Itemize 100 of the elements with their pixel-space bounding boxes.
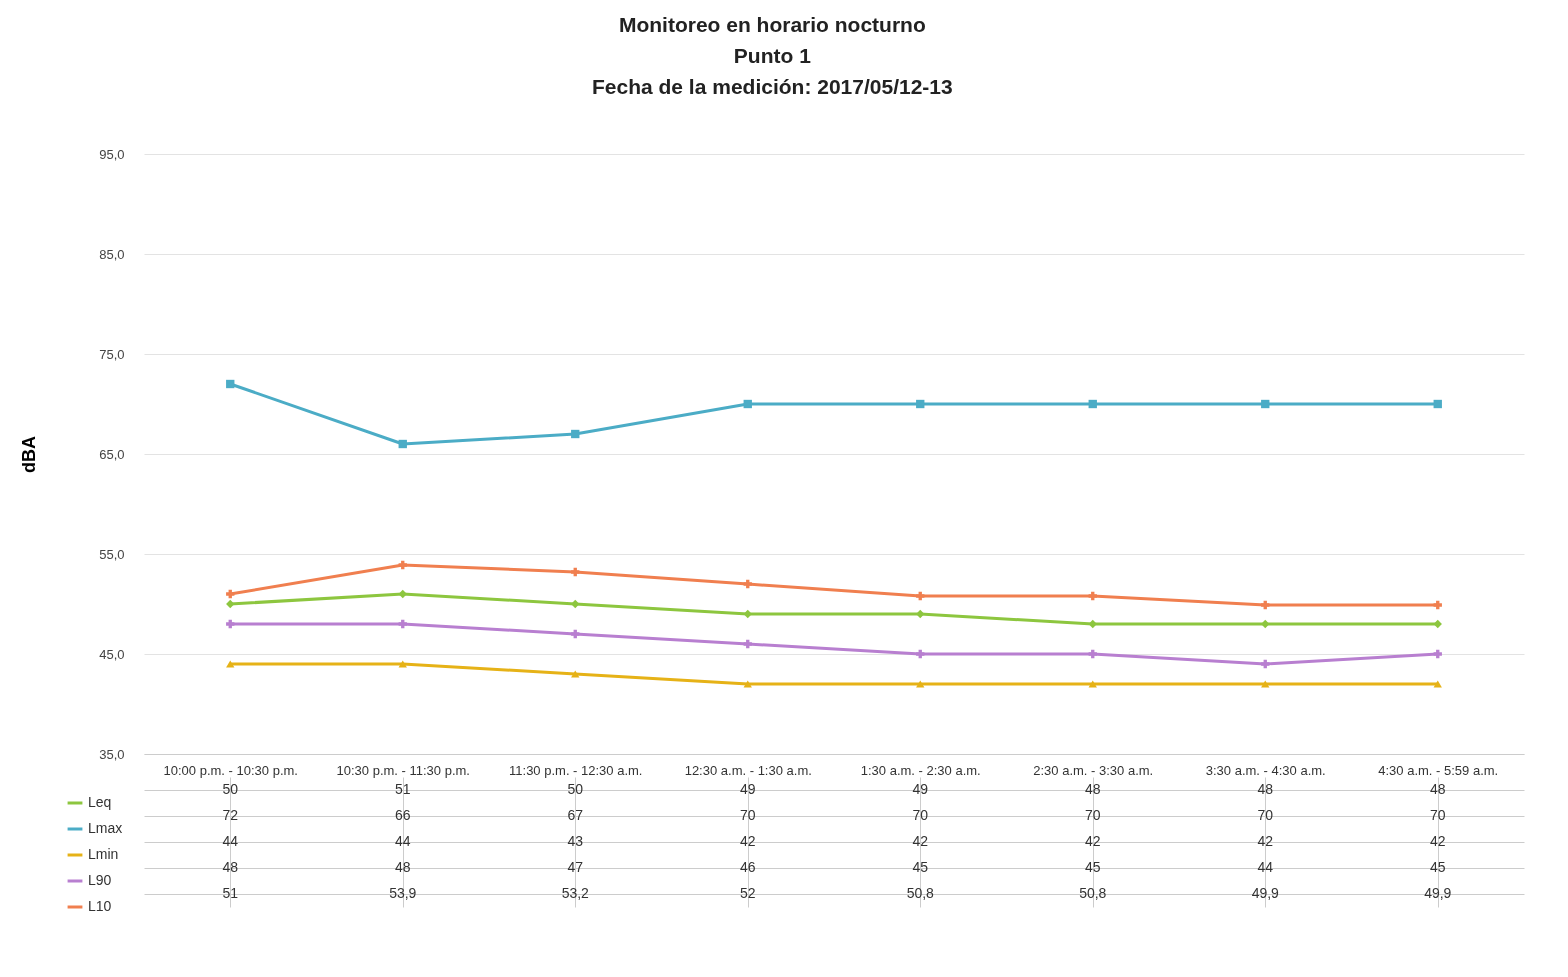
y-axis-title: dBA xyxy=(19,436,40,473)
point xyxy=(1261,619,1270,629)
data-label: 42 xyxy=(1084,833,1101,849)
point xyxy=(743,639,752,649)
point xyxy=(916,609,925,619)
point xyxy=(1261,399,1270,409)
data-label: 53,9 xyxy=(389,885,417,901)
point xyxy=(571,670,580,678)
data-label: 42 xyxy=(1429,833,1446,849)
point xyxy=(743,579,752,589)
data-label: 45 xyxy=(1084,859,1101,875)
point xyxy=(916,649,925,659)
point xyxy=(1088,399,1097,409)
point xyxy=(571,567,580,577)
point xyxy=(398,619,407,629)
legend-label: Lmax xyxy=(88,820,123,836)
y-tick-label: 85,0 xyxy=(99,246,125,262)
point xyxy=(1261,600,1270,610)
data-label: 52 xyxy=(739,885,756,901)
data-label: 48 xyxy=(1084,781,1101,797)
point xyxy=(226,599,235,609)
data-label: 43 xyxy=(567,833,584,849)
point xyxy=(1433,600,1442,610)
point xyxy=(1088,680,1097,688)
point xyxy=(1088,649,1097,659)
data-label: 49 xyxy=(739,781,756,797)
x-tick-label: 12:30 a.m. - 1:30 a.m. xyxy=(684,762,812,778)
point xyxy=(226,619,235,629)
data-label: 70 xyxy=(1257,807,1274,823)
x-tick-label: 11:30 p.m. - 12:30 a.m. xyxy=(509,762,643,778)
data-label: 51 xyxy=(222,885,239,901)
data-label: 72 xyxy=(222,807,239,823)
y-tick-label: 35,0 xyxy=(99,746,125,762)
data-label: 50,8 xyxy=(1079,885,1107,901)
data-label: 42 xyxy=(1257,833,1274,849)
point xyxy=(1433,399,1442,409)
data-label: 48 xyxy=(222,859,239,875)
y-tick-label: 55,0 xyxy=(99,546,125,562)
x-tick-label: 1:30 a.m. - 2:30 a.m. xyxy=(860,762,981,778)
point xyxy=(1433,619,1442,629)
point xyxy=(1261,659,1270,669)
y-tick-label: 65,0 xyxy=(99,446,125,462)
point xyxy=(743,609,752,619)
point xyxy=(1433,649,1442,659)
point xyxy=(916,399,925,409)
data-label: 42 xyxy=(912,833,929,849)
y-tick-label: 75,0 xyxy=(99,346,125,362)
data-label: 49,9 xyxy=(1424,885,1452,901)
point xyxy=(226,660,235,668)
x-tick-label: 10:00 p.m. - 10:30 p.m. xyxy=(163,762,298,778)
point xyxy=(571,629,580,639)
x-tick-label: 3:30 a.m. - 4:30 a.m. xyxy=(1205,762,1326,778)
x-tick-label: 4:30 a.m. - 5:59 a.m. xyxy=(1378,762,1499,778)
data-label: 49 xyxy=(912,781,929,797)
data-label: 66 xyxy=(394,807,411,823)
legend-label: Lmin xyxy=(88,846,119,862)
y-tick-label: 45,0 xyxy=(99,646,125,662)
point xyxy=(1261,680,1270,688)
chart-title: Monitoreo en horario nocturno Punto 1 Fecha de la medición: 2017/05/12-13 xyxy=(592,13,953,98)
data-label: 50 xyxy=(567,781,584,797)
data-label: 44 xyxy=(1257,859,1274,875)
x-tick-label: 10:30 p.m. - 11:30 p.m. xyxy=(336,762,470,778)
point xyxy=(743,680,752,688)
data-label: 45 xyxy=(912,859,929,875)
data-label: 44 xyxy=(222,833,239,849)
data-label: 70 xyxy=(1429,807,1446,823)
x-tick-label: 2:30 a.m. - 3:30 a.m. xyxy=(1033,762,1154,778)
data-label: 48 xyxy=(394,859,411,875)
point xyxy=(398,560,407,570)
data-label: 50,8 xyxy=(906,885,935,901)
data-label: 47 xyxy=(567,859,584,875)
legend-label: L10 xyxy=(88,898,112,914)
point xyxy=(1433,680,1442,688)
point xyxy=(398,589,407,599)
data-label: 48 xyxy=(1429,781,1446,797)
legend-label: L90 xyxy=(88,872,112,888)
y-tick-label: 95,0 xyxy=(99,146,125,162)
data-label: 48 xyxy=(1257,781,1274,797)
point xyxy=(916,680,925,688)
point xyxy=(1088,591,1097,601)
point xyxy=(743,399,752,409)
point xyxy=(571,599,580,609)
data-label: 45 xyxy=(1429,859,1446,875)
point xyxy=(226,589,235,599)
point xyxy=(916,591,925,601)
data-label: 70 xyxy=(912,807,929,823)
data-label: 67 xyxy=(567,807,584,823)
data-label: 46 xyxy=(739,859,756,875)
point xyxy=(226,379,235,389)
data-label: 42 xyxy=(739,833,756,849)
point xyxy=(398,439,407,449)
data-label: 50 xyxy=(222,781,239,797)
data-label: 53,2 xyxy=(561,885,590,901)
data-label: 44 xyxy=(394,833,411,849)
legend-label: Leq xyxy=(88,794,112,810)
point xyxy=(571,429,580,439)
data-label: 70 xyxy=(739,807,756,823)
data-label: 51 xyxy=(394,781,411,797)
point xyxy=(398,660,407,668)
point xyxy=(1088,619,1097,629)
